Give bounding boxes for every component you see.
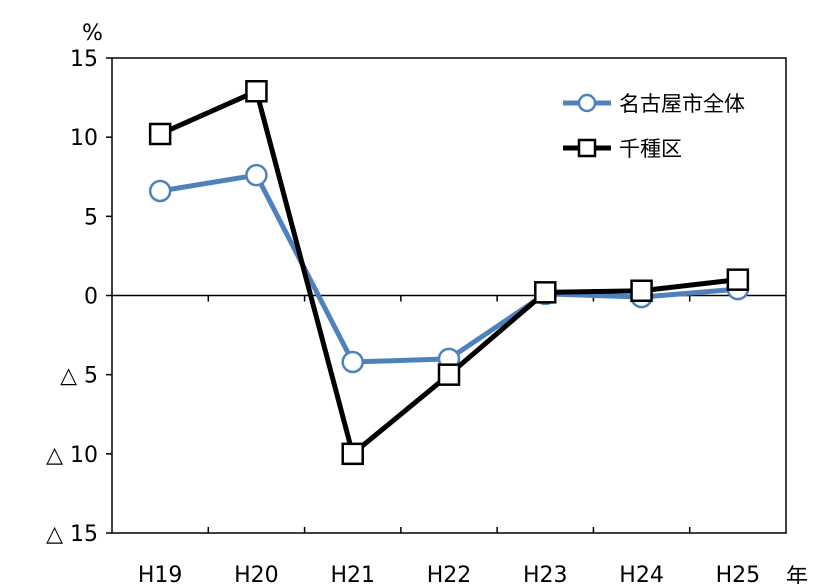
- legend-label-series-2: 千種区: [619, 137, 682, 161]
- x-tick-label: H24: [619, 563, 664, 584]
- x-tick-label: H19: [138, 563, 183, 584]
- data-point-series-2: [341, 442, 364, 466]
- data-point-series-1: [245, 163, 268, 187]
- y-axis-unit: %: [82, 21, 103, 46]
- x-axis: H19 H20 H21 H22 H23 H24 H25: [138, 295, 761, 584]
- data-point-series-2: [534, 281, 557, 304]
- data-point-series-2: [245, 80, 268, 103]
- y-tick-label: △ 5: [60, 364, 98, 389]
- legend-marker-series-1: [577, 93, 597, 113]
- y-tick-label: 15: [70, 47, 98, 72]
- series-layer: [148, 80, 750, 466]
- x-tick-label: H25: [716, 563, 761, 584]
- legend-label-series-1: 名古屋市全体: [619, 92, 745, 116]
- data-point-series-1: [148, 179, 172, 203]
- data-point-series-2: [630, 279, 653, 302]
- x-tick-label: H21: [330, 563, 375, 584]
- data-point-series-2: [437, 363, 461, 386]
- y-tick-label: △ 15: [46, 522, 98, 547]
- data-point-series-1: [341, 350, 364, 374]
- y-tick-label: △ 10: [46, 443, 98, 468]
- data-point-series-2: [726, 268, 750, 291]
- x-tick-label: H20: [234, 563, 279, 584]
- y-axis: 15 10 5 0 △ 5 △ 10 △ 15: [46, 47, 112, 547]
- y-tick-label: 5: [84, 205, 98, 230]
- x-tick-label: H23: [523, 563, 568, 584]
- x-tick-label: H22: [427, 563, 472, 584]
- y-tick-label: 0: [84, 285, 98, 310]
- legend: 名古屋市全体 千種区: [563, 92, 745, 161]
- legend-marker-series-2: [577, 138, 597, 158]
- data-point-series-2: [148, 122, 172, 146]
- x-axis-unit: 年: [786, 565, 808, 584]
- series-line-1: [159, 172, 739, 365]
- y-tick-label: 10: [70, 126, 98, 151]
